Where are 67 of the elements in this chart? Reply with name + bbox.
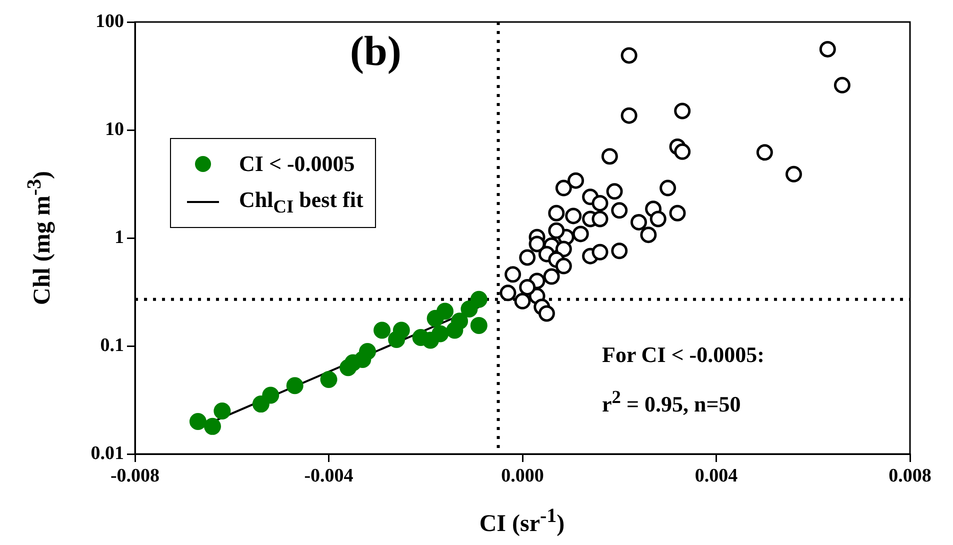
point: [374, 322, 391, 339]
point: [470, 316, 488, 334]
y-tick-label: 0.1: [100, 334, 124, 356]
point: [262, 386, 280, 404]
x-tick-label: -0.008: [110, 465, 160, 486]
point: [568, 172, 584, 189]
point: [572, 226, 589, 242]
point: [519, 249, 536, 266]
x-tick-label: 0.004: [694, 465, 738, 486]
point: [436, 302, 454, 320]
y-tick-label: 100: [96, 10, 124, 32]
point: [555, 180, 572, 196]
point: [630, 214, 647, 230]
point: [286, 377, 304, 394]
point: [470, 290, 488, 308]
point: [786, 166, 802, 182]
point: [592, 210, 608, 228]
point: [514, 292, 531, 310]
point: [565, 208, 582, 224]
x-tick-label: 0.000: [501, 465, 544, 486]
point: [620, 47, 638, 64]
point: [500, 284, 516, 302]
point: [204, 418, 221, 435]
legend-label: CI < -0.0005: [239, 151, 355, 177]
point: [819, 40, 836, 58]
point: [504, 266, 522, 283]
y-tick-label: 10: [105, 118, 124, 140]
point: [320, 370, 338, 388]
point: [189, 412, 206, 430]
point: [538, 305, 555, 322]
x-tick-label: -0.004: [304, 465, 354, 486]
point: [528, 236, 546, 252]
point: [214, 402, 231, 420]
point: [460, 300, 478, 318]
point: [674, 143, 691, 160]
point: [359, 342, 376, 360]
point: [432, 325, 449, 342]
point: [611, 202, 628, 219]
point: [519, 278, 536, 296]
point: [640, 226, 657, 244]
x-axis-title: CI (sr$^{-1}$): [479, 505, 565, 538]
point: [620, 107, 638, 124]
point: [674, 102, 691, 120]
point: [592, 244, 608, 260]
point: [834, 76, 850, 94]
point: [592, 194, 608, 212]
point: [601, 148, 618, 165]
point: [756, 144, 773, 161]
point: [392, 322, 410, 339]
annotation: For CI < -0.0005:: [602, 342, 764, 368]
point: [611, 242, 628, 260]
x-tick-label: 0.008: [888, 465, 932, 486]
point: [555, 258, 572, 274]
point: [548, 222, 565, 239]
point: [606, 183, 623, 200]
point: [543, 268, 560, 285]
annotation: r$^{2}$ = 0.95, n=50: [602, 387, 741, 418]
y-tick-label: 0.01: [90, 442, 124, 464]
point: [555, 240, 572, 258]
point: [669, 204, 686, 222]
y-tick-label: 1: [114, 226, 124, 248]
point: [650, 210, 666, 228]
point: [660, 180, 676, 196]
point: [451, 312, 468, 330]
point: [548, 204, 565, 222]
legend-label: Chl$_{CI}$ best fit: [239, 186, 364, 218]
chart-title: (b): [350, 28, 402, 76]
